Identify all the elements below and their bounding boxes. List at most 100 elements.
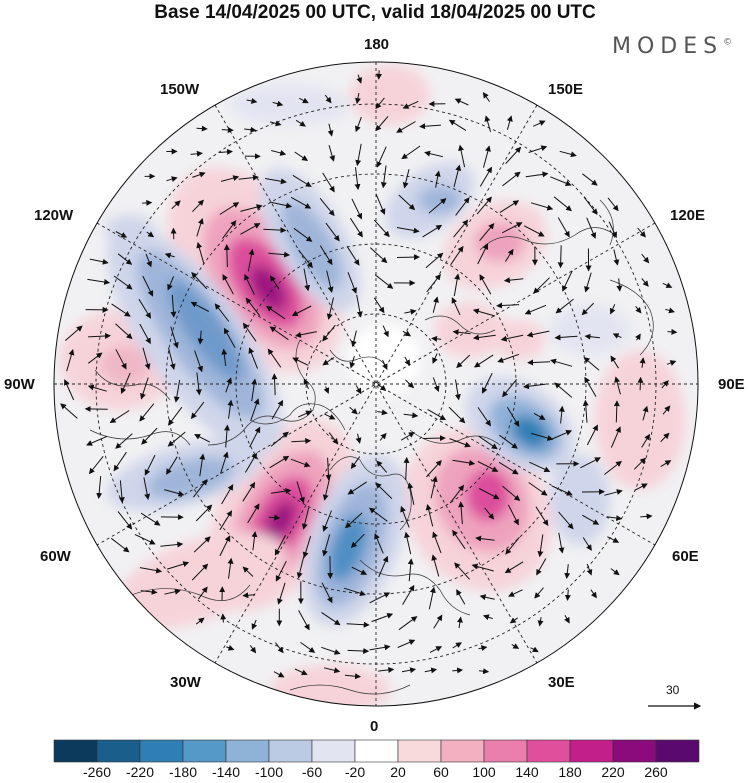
wind-arrow xyxy=(355,143,362,167)
wind-arrow xyxy=(379,432,387,441)
wind-arrow xyxy=(292,174,312,188)
wind-arrow xyxy=(472,308,496,317)
wind-arrow xyxy=(375,193,386,215)
wind-arrow xyxy=(117,253,133,265)
wind-arrow xyxy=(586,217,597,239)
wind-arrow xyxy=(666,360,677,366)
wind-arrow xyxy=(660,432,670,442)
lon-label-120w: 120W xyxy=(34,207,74,224)
lon-label-30w: 30W xyxy=(170,674,201,691)
wind-arrow xyxy=(402,169,410,189)
wind-arrow xyxy=(223,327,236,348)
wind-arrow xyxy=(190,301,210,312)
wind-arrow xyxy=(96,476,103,499)
wind-arrow xyxy=(665,307,675,314)
wind-arrow xyxy=(558,532,565,554)
wind-arrow xyxy=(377,409,388,416)
wind-arrow xyxy=(506,407,520,427)
wind-arrow xyxy=(244,274,255,295)
wind-arrow xyxy=(504,248,514,262)
colorbar-swatch xyxy=(139,739,184,763)
wind-arrow xyxy=(537,534,544,558)
wind-arrow xyxy=(350,533,365,549)
wind-arrow xyxy=(268,514,281,521)
wind-arrow xyxy=(528,482,548,496)
wind-arrow xyxy=(321,582,333,604)
wind-arrow xyxy=(429,646,443,653)
wind-arrow xyxy=(400,505,410,528)
wind-arrow xyxy=(195,372,202,396)
wind-arrow xyxy=(422,224,443,238)
coastlines xyxy=(89,199,654,695)
wind-arrow xyxy=(458,144,466,168)
wind-arrow xyxy=(355,385,362,395)
colorbar-swatch xyxy=(655,739,700,763)
wind-arrow xyxy=(142,199,153,206)
wind-arrow xyxy=(196,241,205,265)
wind-arrow xyxy=(291,437,312,444)
wind-arrow xyxy=(484,507,495,520)
wind-arrow xyxy=(300,641,316,653)
wind-arrow xyxy=(424,150,444,158)
wind-arrow xyxy=(634,483,648,491)
wind-arrow xyxy=(247,503,260,524)
lon-label-30e: 30E xyxy=(548,674,575,691)
wind-arrow xyxy=(509,617,518,624)
wind-arrow xyxy=(528,145,548,153)
wind-arrow xyxy=(322,510,332,532)
wind-arrow xyxy=(554,382,573,398)
colorbar-swatch xyxy=(569,739,614,763)
wind-arrow xyxy=(505,146,522,165)
wind-arrow xyxy=(471,563,494,572)
wind-arrow xyxy=(550,430,573,440)
wind-arrow xyxy=(294,151,309,161)
wind-arrow xyxy=(302,535,312,559)
wind-arrow xyxy=(564,564,571,579)
wind-arrow xyxy=(396,254,420,261)
wind-arrow xyxy=(115,231,128,238)
wind-arrow xyxy=(448,406,466,424)
wind-arrow xyxy=(478,645,488,652)
wind-arrow xyxy=(220,451,229,474)
reference-vector-label: 30 xyxy=(666,683,680,697)
wind-arrow xyxy=(322,172,335,193)
wind-arrow xyxy=(139,567,163,574)
lon-label-60w: 60W xyxy=(40,548,71,565)
wind-arrow xyxy=(111,303,131,317)
wind-arrow xyxy=(170,326,179,349)
colorbar-tick-label: 180 xyxy=(558,764,582,780)
wind-arrow xyxy=(222,274,234,295)
wind-arrow xyxy=(303,378,310,390)
wind-arrow xyxy=(422,435,446,442)
wind-arrow xyxy=(530,646,539,653)
wind-arrow xyxy=(451,297,461,316)
colorbar-tick-label: 140 xyxy=(515,764,539,780)
wind-arrow xyxy=(240,204,263,212)
wind-arrow xyxy=(298,249,313,269)
wind-arrow xyxy=(641,278,649,287)
wind-arrow xyxy=(249,426,261,448)
wind-arrow xyxy=(536,558,547,576)
wind-arrow xyxy=(350,330,357,348)
wind-arrow xyxy=(455,197,470,216)
wind-arrow xyxy=(86,435,108,446)
wind-arrow xyxy=(140,588,158,595)
wind-arrow xyxy=(477,243,489,265)
colorbar-tick-label: 60 xyxy=(433,764,449,780)
wind-arrow xyxy=(477,461,499,472)
wind-arrow xyxy=(533,277,550,294)
wind-arrow xyxy=(167,406,183,426)
colorbar-swatch xyxy=(526,739,571,763)
wind-arrow xyxy=(242,322,257,342)
wind-arrow xyxy=(401,145,421,160)
wind-arrow xyxy=(452,529,466,550)
wind-arrow xyxy=(326,297,334,320)
wind-arrow xyxy=(88,332,111,339)
wind-arrow xyxy=(667,328,678,335)
wind-arrow xyxy=(661,380,669,389)
wind-arrow xyxy=(526,330,550,338)
wind-arrow xyxy=(139,403,155,422)
wind-arrow xyxy=(142,275,154,297)
wind-arrow xyxy=(582,514,600,525)
wind-arrow xyxy=(473,354,494,368)
